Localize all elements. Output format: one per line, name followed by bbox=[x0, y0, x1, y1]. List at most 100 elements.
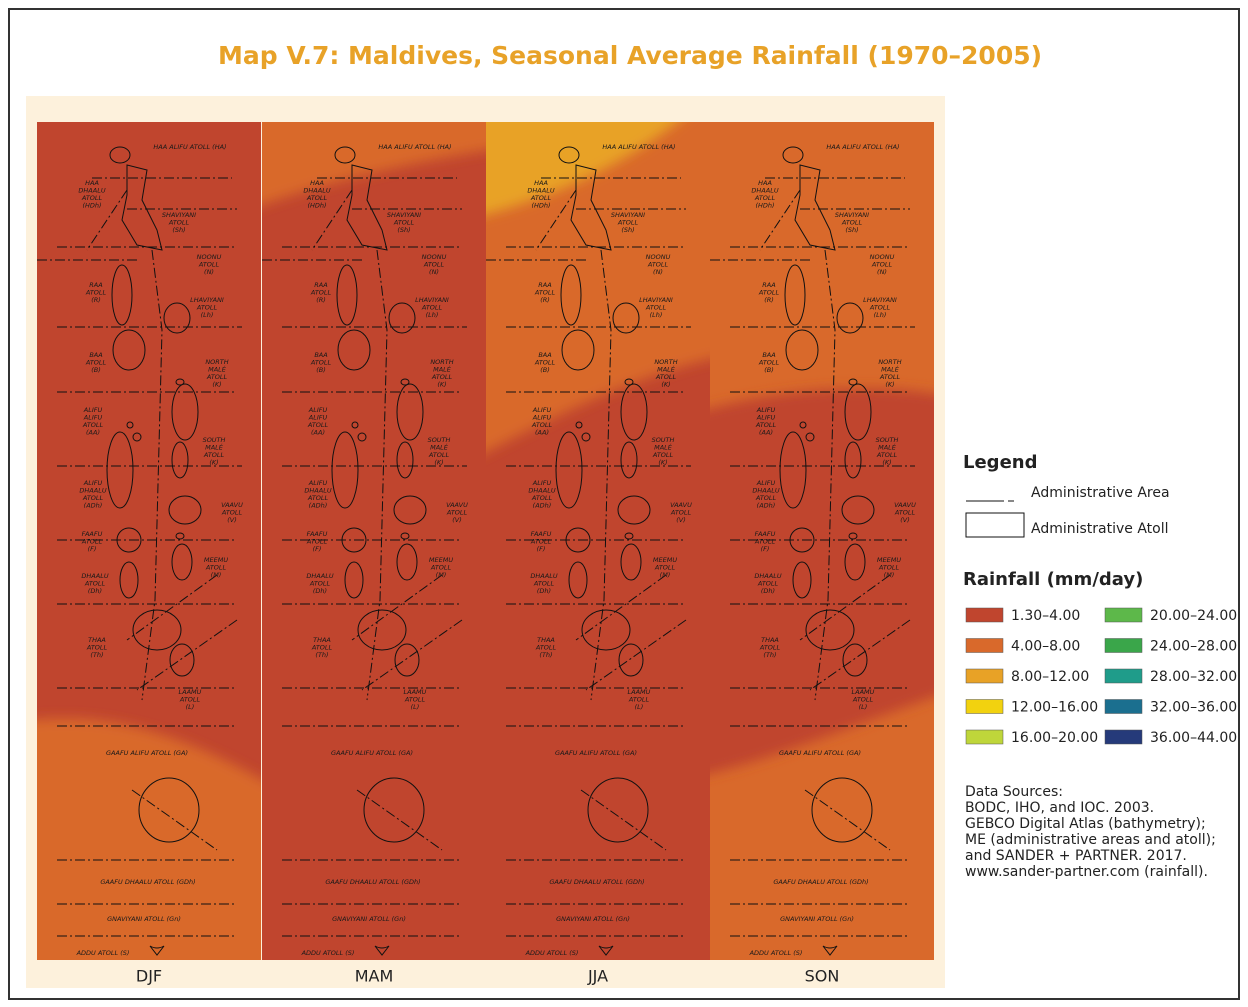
atoll-label: (ADh) bbox=[84, 502, 103, 510]
atoll-outline bbox=[620, 543, 642, 581]
atoll-label: ATOLL bbox=[85, 359, 107, 367]
atoll-label: NORTH bbox=[878, 358, 901, 366]
atoll-outline bbox=[799, 421, 807, 429]
atoll-label: RAA bbox=[314, 281, 327, 289]
atoll-outline bbox=[794, 164, 836, 251]
atoll-outline bbox=[400, 378, 410, 386]
atoll-label: HAA bbox=[534, 179, 548, 187]
atoll-outline bbox=[560, 264, 582, 326]
source-line: GEBCO Digital Atlas (bathymetry); bbox=[965, 816, 1206, 832]
atoll-outline bbox=[784, 264, 806, 326]
atoll-label: ALIFU bbox=[756, 414, 776, 422]
atoll-outline bbox=[344, 561, 364, 599]
atoll-outline bbox=[138, 777, 200, 843]
atoll-label: (M) bbox=[211, 571, 222, 579]
atoll-label: VAAVU bbox=[221, 501, 243, 509]
atoll-label: VAAVU bbox=[446, 501, 468, 509]
atoll-label: GAAFU ALIFU ATOLL (GA) bbox=[779, 749, 861, 757]
atoll-label: (R) bbox=[91, 296, 101, 304]
atoll-label: (B) bbox=[91, 366, 101, 374]
admin-boundary bbox=[141, 249, 163, 701]
atoll-label: (Dh) bbox=[313, 587, 327, 595]
atoll-label: (Lh) bbox=[650, 311, 663, 319]
atoll-label: (L) bbox=[635, 703, 644, 711]
atoll-label: ATOLL bbox=[879, 373, 901, 381]
atoll-label: GAAFU DHAALU ATOLL (GDh) bbox=[549, 878, 644, 886]
atoll-outline bbox=[581, 432, 591, 442]
admin-boundary bbox=[535, 189, 687, 851]
atoll-outline bbox=[112, 329, 146, 371]
atoll-label: BAA bbox=[762, 351, 775, 359]
atoll-outline bbox=[357, 609, 407, 651]
legend-item: Administrative Atoll bbox=[1031, 521, 1169, 537]
atoll-outline bbox=[844, 383, 872, 441]
atolls: HAA ALIFU ATOLL (HA)HAADHAALUATOLL(HDh)S… bbox=[710, 143, 916, 957]
atoll-outline bbox=[620, 441, 638, 479]
atoll-outline bbox=[811, 777, 873, 843]
atoll-label: ATOLL bbox=[198, 261, 220, 269]
atoll-label: DHAALU bbox=[752, 487, 779, 495]
atoll-label: ATOLL bbox=[755, 421, 777, 429]
atoll-label: (HDh) bbox=[307, 202, 326, 210]
atoll-label: ATOLL bbox=[852, 696, 874, 704]
atoll-outline bbox=[121, 164, 163, 251]
atoll-label: ATOLL bbox=[307, 494, 329, 502]
atoll-label: ATOLL bbox=[654, 564, 676, 572]
atoll-outline bbox=[568, 561, 588, 599]
atoll-label: (N) bbox=[429, 268, 439, 276]
atoll-outline bbox=[565, 527, 591, 553]
atoll-outline bbox=[575, 421, 583, 429]
atoll-outline bbox=[346, 164, 388, 251]
atoll-label: ATOLL bbox=[307, 421, 329, 429]
atoll-label: DHAALU bbox=[81, 572, 108, 580]
admin-boundary bbox=[814, 249, 836, 701]
atoll-label: NOONU bbox=[197, 253, 222, 261]
atoll-label: SHAVIYANI bbox=[162, 211, 196, 219]
atoll-label: ATOLL bbox=[306, 194, 328, 202]
atoll-label: ATOLL bbox=[655, 373, 677, 381]
atoll-label: ALIFU bbox=[308, 406, 328, 414]
atoll-label: ATOLL bbox=[652, 451, 674, 459]
atoll-label: (Lh) bbox=[874, 311, 887, 319]
rainfall-swatch bbox=[1104, 699, 1143, 714]
atoll-label: ATOLL bbox=[670, 509, 692, 517]
rainfall-class-label: 36.00–44.00 bbox=[1150, 730, 1237, 746]
rainfall-zone bbox=[486, 122, 710, 452]
atoll-label: SOUTH bbox=[876, 436, 899, 444]
atoll-label: LHAVIYANI bbox=[863, 296, 897, 304]
admin-boundary bbox=[759, 189, 911, 851]
atoll-outline bbox=[357, 432, 367, 442]
atoll-outline bbox=[111, 264, 133, 326]
atoll-outline bbox=[570, 164, 612, 251]
atoll-outline bbox=[168, 495, 202, 525]
atoll-label: RAA bbox=[538, 281, 551, 289]
atoll-outline bbox=[782, 146, 804, 164]
atoll-outline bbox=[400, 532, 410, 540]
atoll-label: HAA ALIFU ATOLL (HA) bbox=[602, 143, 675, 151]
rainfall-class-label: 8.00–12.00 bbox=[1011, 669, 1089, 685]
atoll-label: FAAFU bbox=[755, 530, 776, 538]
atoll-outline bbox=[341, 527, 367, 553]
atolls: HAA ALIFU ATOLL (HA)HAADHAALUATOLL(HDh)S… bbox=[262, 143, 468, 957]
rainfall-swatch bbox=[1104, 638, 1143, 653]
atoll-label: FAAFU bbox=[82, 530, 103, 538]
atoll-label: (N) bbox=[653, 268, 663, 276]
atoll-label: (Lh) bbox=[426, 311, 439, 319]
atoll-outline bbox=[337, 329, 371, 371]
atoll-label: VAAVU bbox=[894, 501, 916, 509]
atoll-label: ATOLL bbox=[82, 494, 104, 502]
atoll-label: THAA bbox=[88, 636, 106, 644]
atoll-label: MALÉ bbox=[205, 443, 224, 452]
atoll-outline bbox=[805, 609, 855, 651]
atoll-label: SOUTH bbox=[428, 436, 451, 444]
atoll-outline bbox=[171, 543, 193, 581]
atoll-label: (L) bbox=[411, 703, 420, 711]
atoll-label: (HDh) bbox=[531, 202, 550, 210]
rainfall-class-label: 20.00–24.00 bbox=[1150, 608, 1237, 624]
rainfall-swatch bbox=[1104, 607, 1143, 623]
atoll-label: ATOLL bbox=[530, 538, 552, 546]
rainfall-zone bbox=[710, 388, 934, 774]
atoll-label: ALIFU bbox=[83, 406, 103, 414]
atoll-label: (Th) bbox=[763, 651, 776, 659]
atoll-label: (L) bbox=[186, 703, 195, 711]
